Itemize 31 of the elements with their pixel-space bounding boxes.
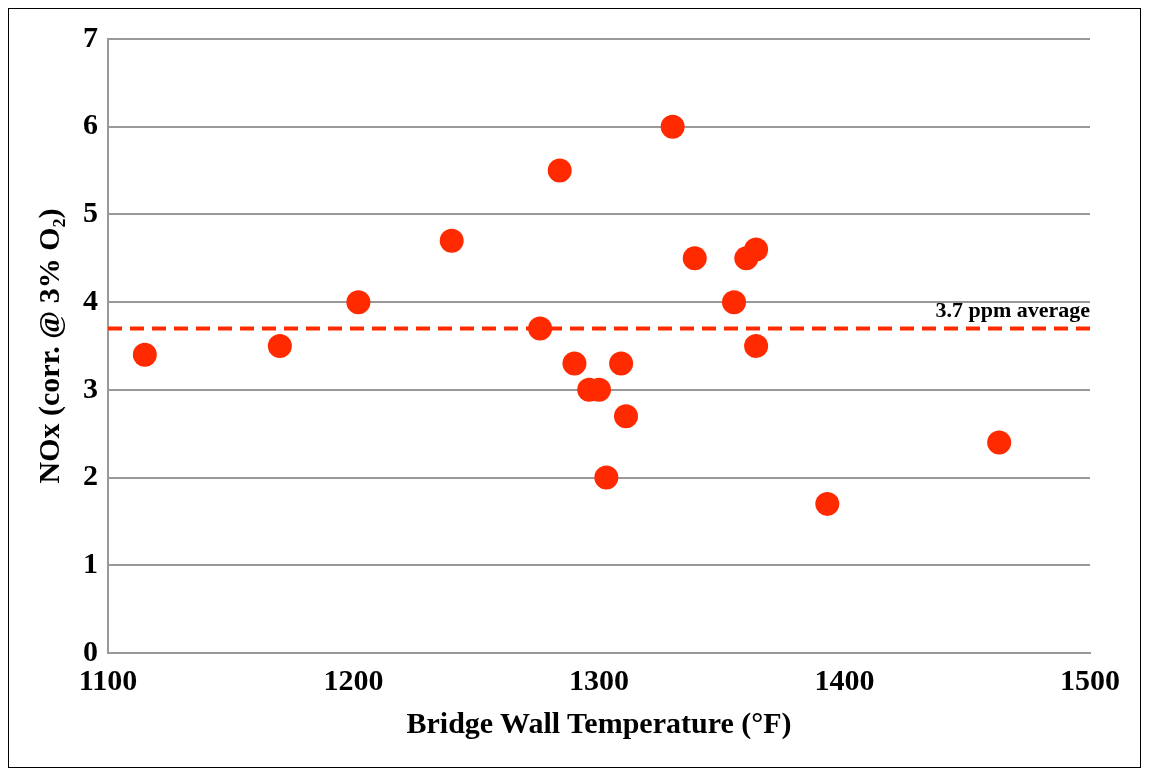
y-tick-label: 6 [83,107,98,141]
point [594,465,619,490]
y-tick-label: 3 [83,370,98,404]
point [528,316,553,341]
y-tick-label: 7 [83,19,98,53]
point [132,342,157,367]
x-tick-label: 1400 [814,662,875,696]
point [722,290,747,315]
point [660,114,685,139]
y-tick-label: 4 [83,282,98,316]
y-tick-label: 5 [83,195,98,229]
point [439,228,464,253]
x-axis-title: Bridge Wall Temperature (°F) [406,705,792,740]
x-tick-label: 1300 [569,662,629,696]
x-tick-label: 1500 [1060,662,1120,696]
point [987,430,1012,455]
point [609,351,634,376]
point [346,290,371,315]
point [744,237,769,262]
point [267,334,292,358]
point [815,491,840,516]
point [547,158,572,183]
point [682,246,707,271]
point [614,404,639,429]
point [744,334,769,358]
x-tick-label: 1200 [323,662,384,696]
y-axis-title: NOx (corr. @ 3% O₂) [31,208,66,484]
ref-line-label: 3.7 ppm average [935,297,1091,323]
y-tick-label: 2 [83,458,98,492]
point [562,351,587,376]
y-tick-label: 1 [83,546,98,580]
